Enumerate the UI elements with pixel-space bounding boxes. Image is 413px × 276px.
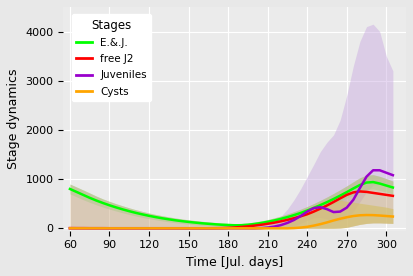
X-axis label: Time [Jul. days]: Time [Jul. days]	[186, 256, 283, 269]
Legend: E.&.J., free J2, Juveniles, Cysts: E.&.J., free J2, Juveniles, Cysts	[72, 14, 151, 101]
Y-axis label: Stage dynamics: Stage dynamics	[7, 69, 20, 169]
